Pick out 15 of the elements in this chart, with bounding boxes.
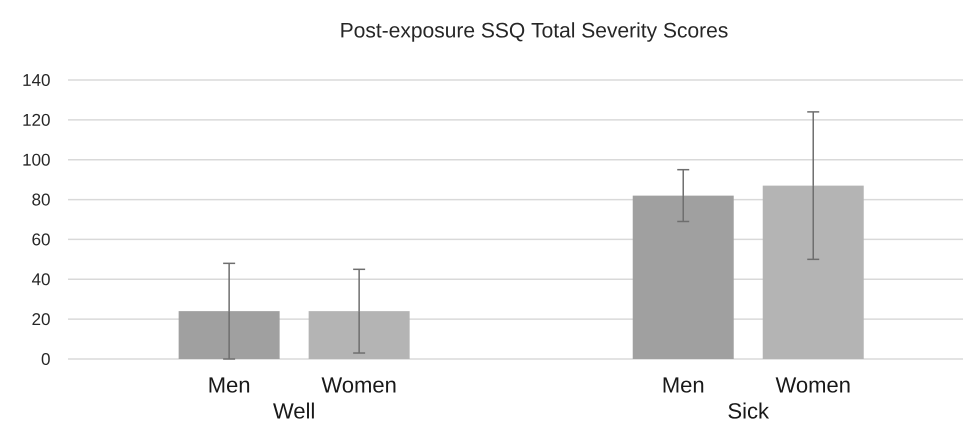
y-tick-label: 20 (32, 313, 50, 326)
y-tick-label: 40 (32, 273, 50, 286)
series-label: Men (210, 377, 250, 393)
series-label: Women (322, 377, 396, 393)
y-tick-label: 0 (42, 352, 50, 366)
chart-title: Post-exposure SSQ Total Severity Scores (341, 22, 728, 42)
y-tick-label: 80 (32, 194, 50, 206)
text: Women (776, 377, 850, 393)
y-tick-label: 120 (23, 114, 50, 126)
x-tick-label: Sick (728, 402, 770, 419)
y-tick-label: 100 (23, 154, 50, 166)
text: Men (664, 377, 704, 393)
y-tick-label: 60 (32, 233, 50, 246)
y-tick-label: 140 (23, 74, 50, 86)
x-tick-label: Well (273, 402, 314, 419)
